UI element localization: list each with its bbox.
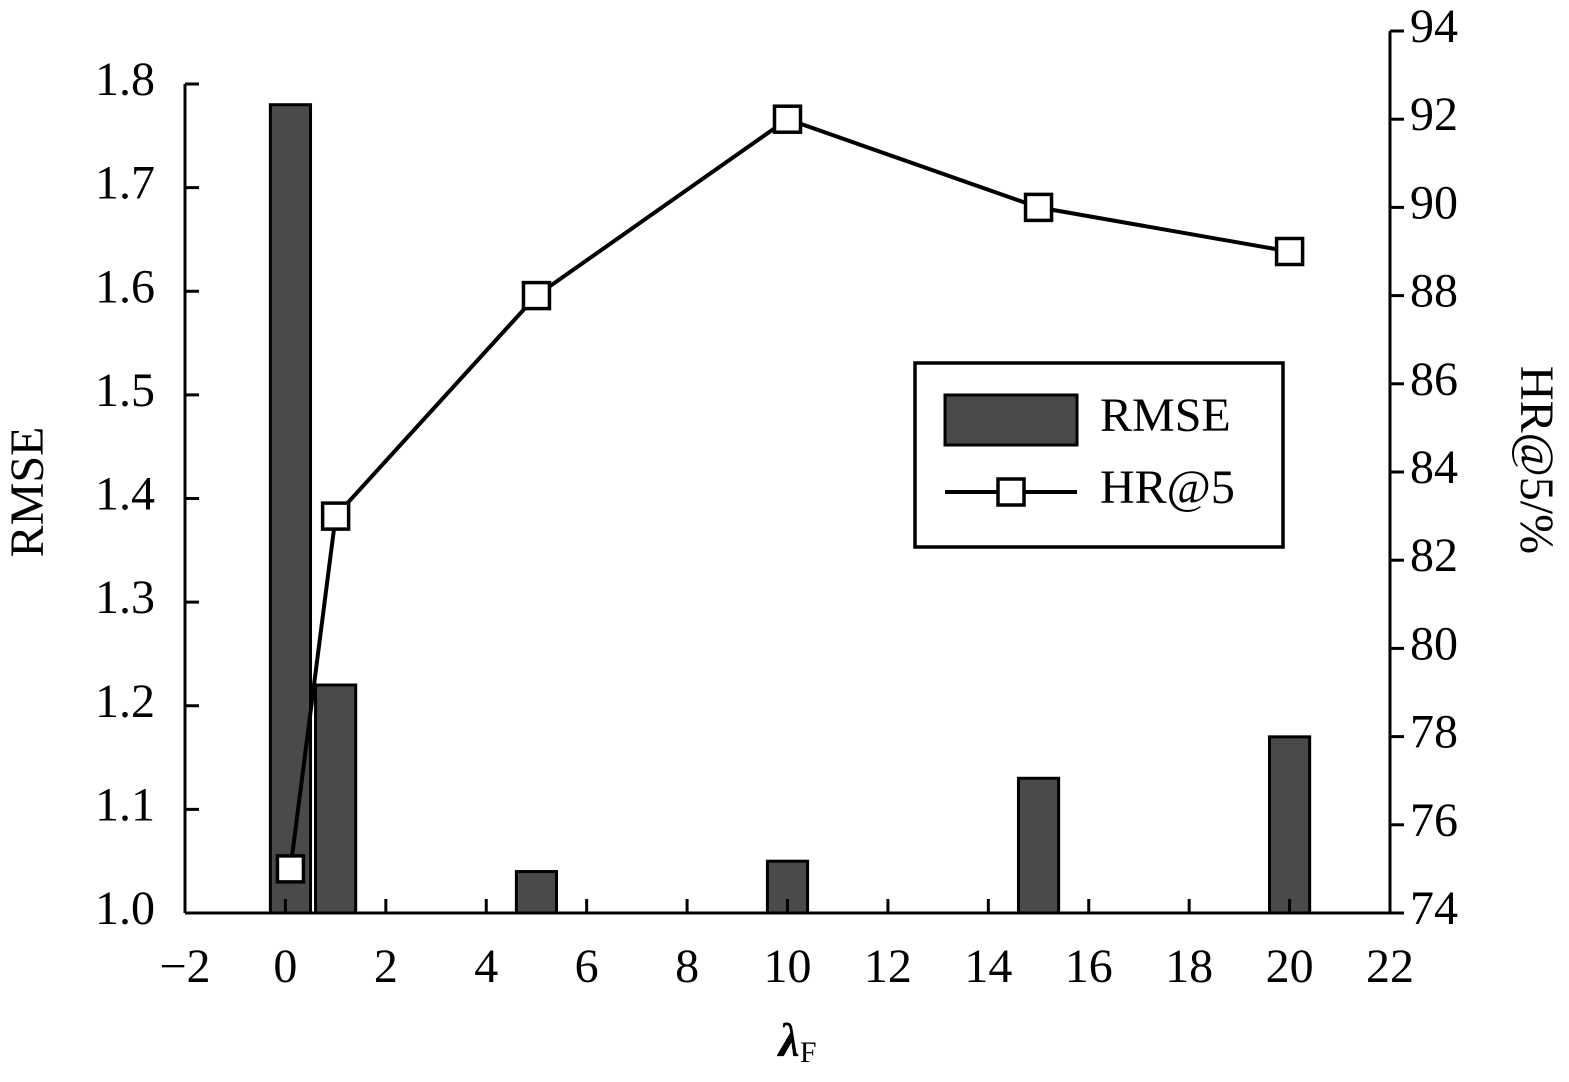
y2-tick-label: 90 [1410, 176, 1458, 229]
legend-label: RMSE [1100, 389, 1231, 442]
x-axis-label-subscript: F [800, 1036, 817, 1069]
y-axis-label: RMSE [1, 427, 54, 558]
y2-tick-label: 92 [1410, 88, 1458, 141]
bar [1268, 735, 1312, 915]
x-tick-label: 8 [675, 940, 699, 993]
y-tick-label: 1.4 [95, 468, 155, 521]
bar [314, 683, 358, 915]
y-tick-label: 1.5 [95, 364, 155, 417]
y2-tick-label: 76 [1410, 794, 1458, 847]
bar [268, 103, 313, 915]
bar [1016, 776, 1061, 915]
x-tick-label: 2 [374, 940, 398, 993]
legend-box [913, 361, 1285, 549]
y-tick-label: 1.6 [95, 260, 155, 313]
x-tick-label: 14 [964, 940, 1012, 993]
legend-marker [996, 477, 1026, 507]
y2-axis-label: HR@5/% [1510, 366, 1563, 554]
x-tick-label: 4 [474, 940, 498, 993]
x-tick-label: 16 [1065, 940, 1113, 993]
x-tick-label: −2 [159, 940, 210, 993]
x-axis-label-symbol: λ [777, 1014, 800, 1067]
y2-tick-label: 94 [1410, 0, 1458, 53]
marker [1274, 236, 1305, 267]
x-tick-label: 0 [273, 940, 297, 993]
bar [514, 870, 559, 915]
y2-tick-label: 74 [1410, 882, 1458, 935]
marker [772, 104, 803, 134]
marker [1023, 192, 1054, 223]
line [288, 116, 1290, 870]
x-tick-label: 10 [764, 940, 812, 993]
y2-tick-label: 88 [1410, 265, 1458, 318]
marker [521, 280, 552, 311]
x-tick-label: 20 [1266, 940, 1314, 993]
y-tick-label: 1.7 [95, 157, 155, 210]
y-tick-label: 1.1 [95, 778, 155, 831]
marker [320, 501, 351, 531]
y2-tick-label: 78 [1410, 706, 1458, 759]
x-tick-label: 22 [1366, 940, 1414, 993]
legend-swatch [943, 393, 1079, 447]
y-tick-label: 1.0 [95, 882, 155, 935]
y2-tick-label: 84 [1410, 441, 1458, 494]
x-axis-label: λF [777, 1014, 817, 1069]
marker [275, 854, 306, 884]
y2-tick-label: 86 [1410, 353, 1458, 406]
y-tick-label: 1.8 [95, 53, 155, 106]
y2-tick-label: 80 [1410, 617, 1458, 670]
x-tick-label: 12 [864, 940, 912, 993]
y-tick-label: 1.3 [95, 571, 155, 624]
legend-label: HR@5 [1100, 461, 1235, 514]
x-tick-label: 18 [1165, 940, 1213, 993]
x-tick-label: 6 [575, 940, 599, 993]
y2-tick-label: 82 [1410, 529, 1458, 582]
y-tick-label: 1.2 [95, 675, 155, 728]
